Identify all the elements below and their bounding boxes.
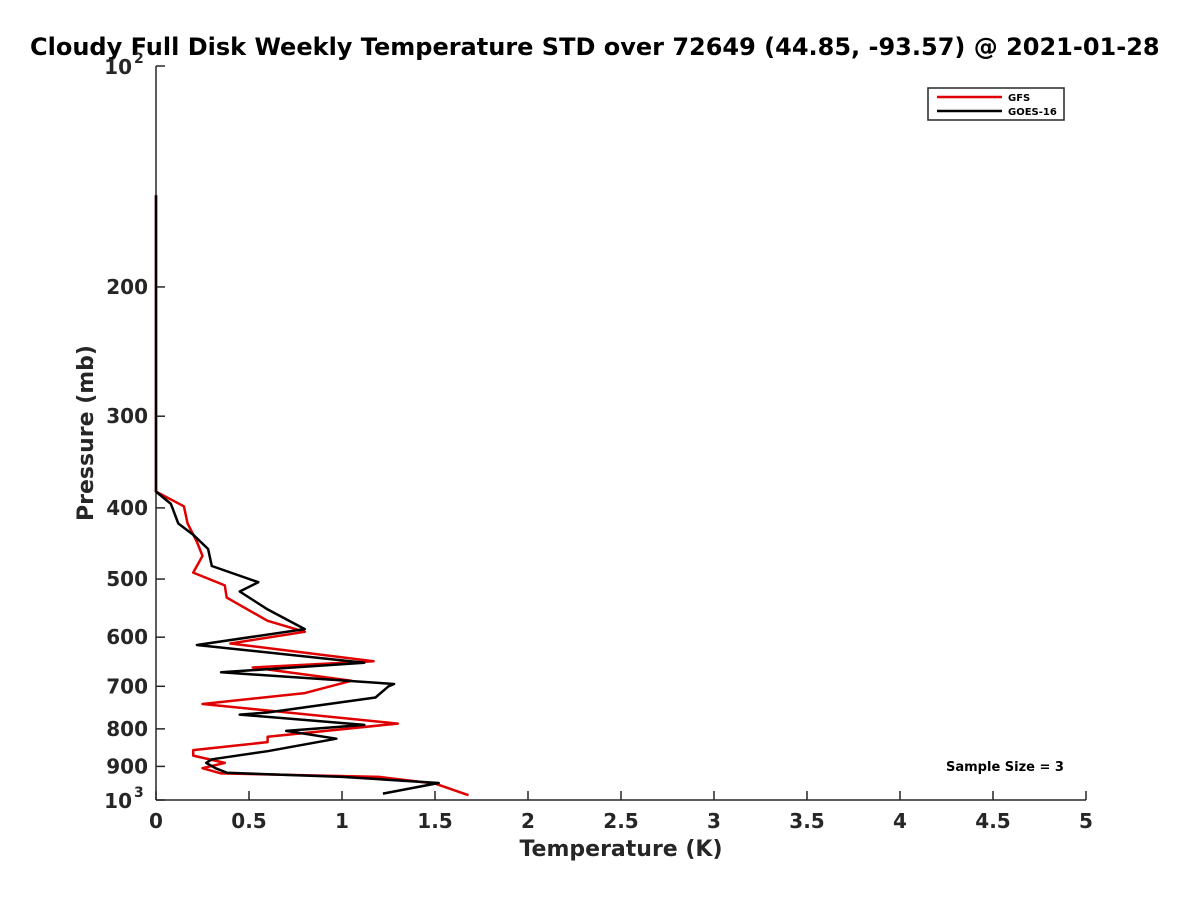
x-axis-label: Temperature (K) — [519, 837, 722, 862]
series-line-gfs — [154, 195, 469, 797]
axes-frame — [155, 66, 1086, 801]
x-tick-label: 0 — [149, 809, 163, 833]
y-tick-label: 700 — [106, 674, 148, 698]
y-tick-exponent: 3 — [134, 785, 144, 801]
sample-size-annotation: Sample Size = 3 — [946, 760, 1064, 775]
legend-label-goes16: GOES-16 — [1008, 107, 1057, 118]
y-tick-label: 600 — [106, 625, 148, 649]
y-tick-label: 10 — [104, 789, 132, 813]
x-tick-label: 4.5 — [975, 809, 1010, 833]
series-layer — [154, 195, 469, 797]
x-tick-label: 1 — [335, 809, 349, 833]
x-tick-label: 0.5 — [231, 809, 266, 833]
y-tick-label: 400 — [106, 496, 148, 520]
series-line-goes16 — [154, 195, 440, 795]
legend-label-gfs: GFS — [1008, 93, 1030, 104]
y-tick-label: 10 — [104, 55, 132, 79]
legend: GFS GOES-16 — [927, 87, 1065, 121]
x-tick-group: 0 0.5 1 1.5 2 2.5 3 3.5 4 4.5 5 — [149, 791, 1093, 833]
x-tick-label: 3 — [707, 809, 721, 833]
x-tick-label: 2.5 — [603, 809, 638, 833]
x-tick-label: 2 — [521, 809, 535, 833]
legend-box — [927, 87, 1065, 121]
y-tick-exponent: 2 — [134, 51, 144, 67]
y-axis-label: Pressure (mb) — [74, 345, 99, 521]
y-tick-label: 800 — [106, 717, 148, 741]
y-tick-label: 500 — [106, 567, 148, 591]
x-tick-label: 5 — [1079, 809, 1093, 833]
y-tick-label: 300 — [106, 404, 148, 428]
y-tick-label: 900 — [106, 754, 148, 778]
x-tick-label: 3.5 — [789, 809, 824, 833]
x-tick-label: 1.5 — [417, 809, 452, 833]
x-tick-label: 4 — [893, 809, 907, 833]
chart-title: Cloudy Full Disk Weekly Temperature STD … — [30, 33, 1160, 61]
y-tick-label: 200 — [106, 275, 148, 299]
